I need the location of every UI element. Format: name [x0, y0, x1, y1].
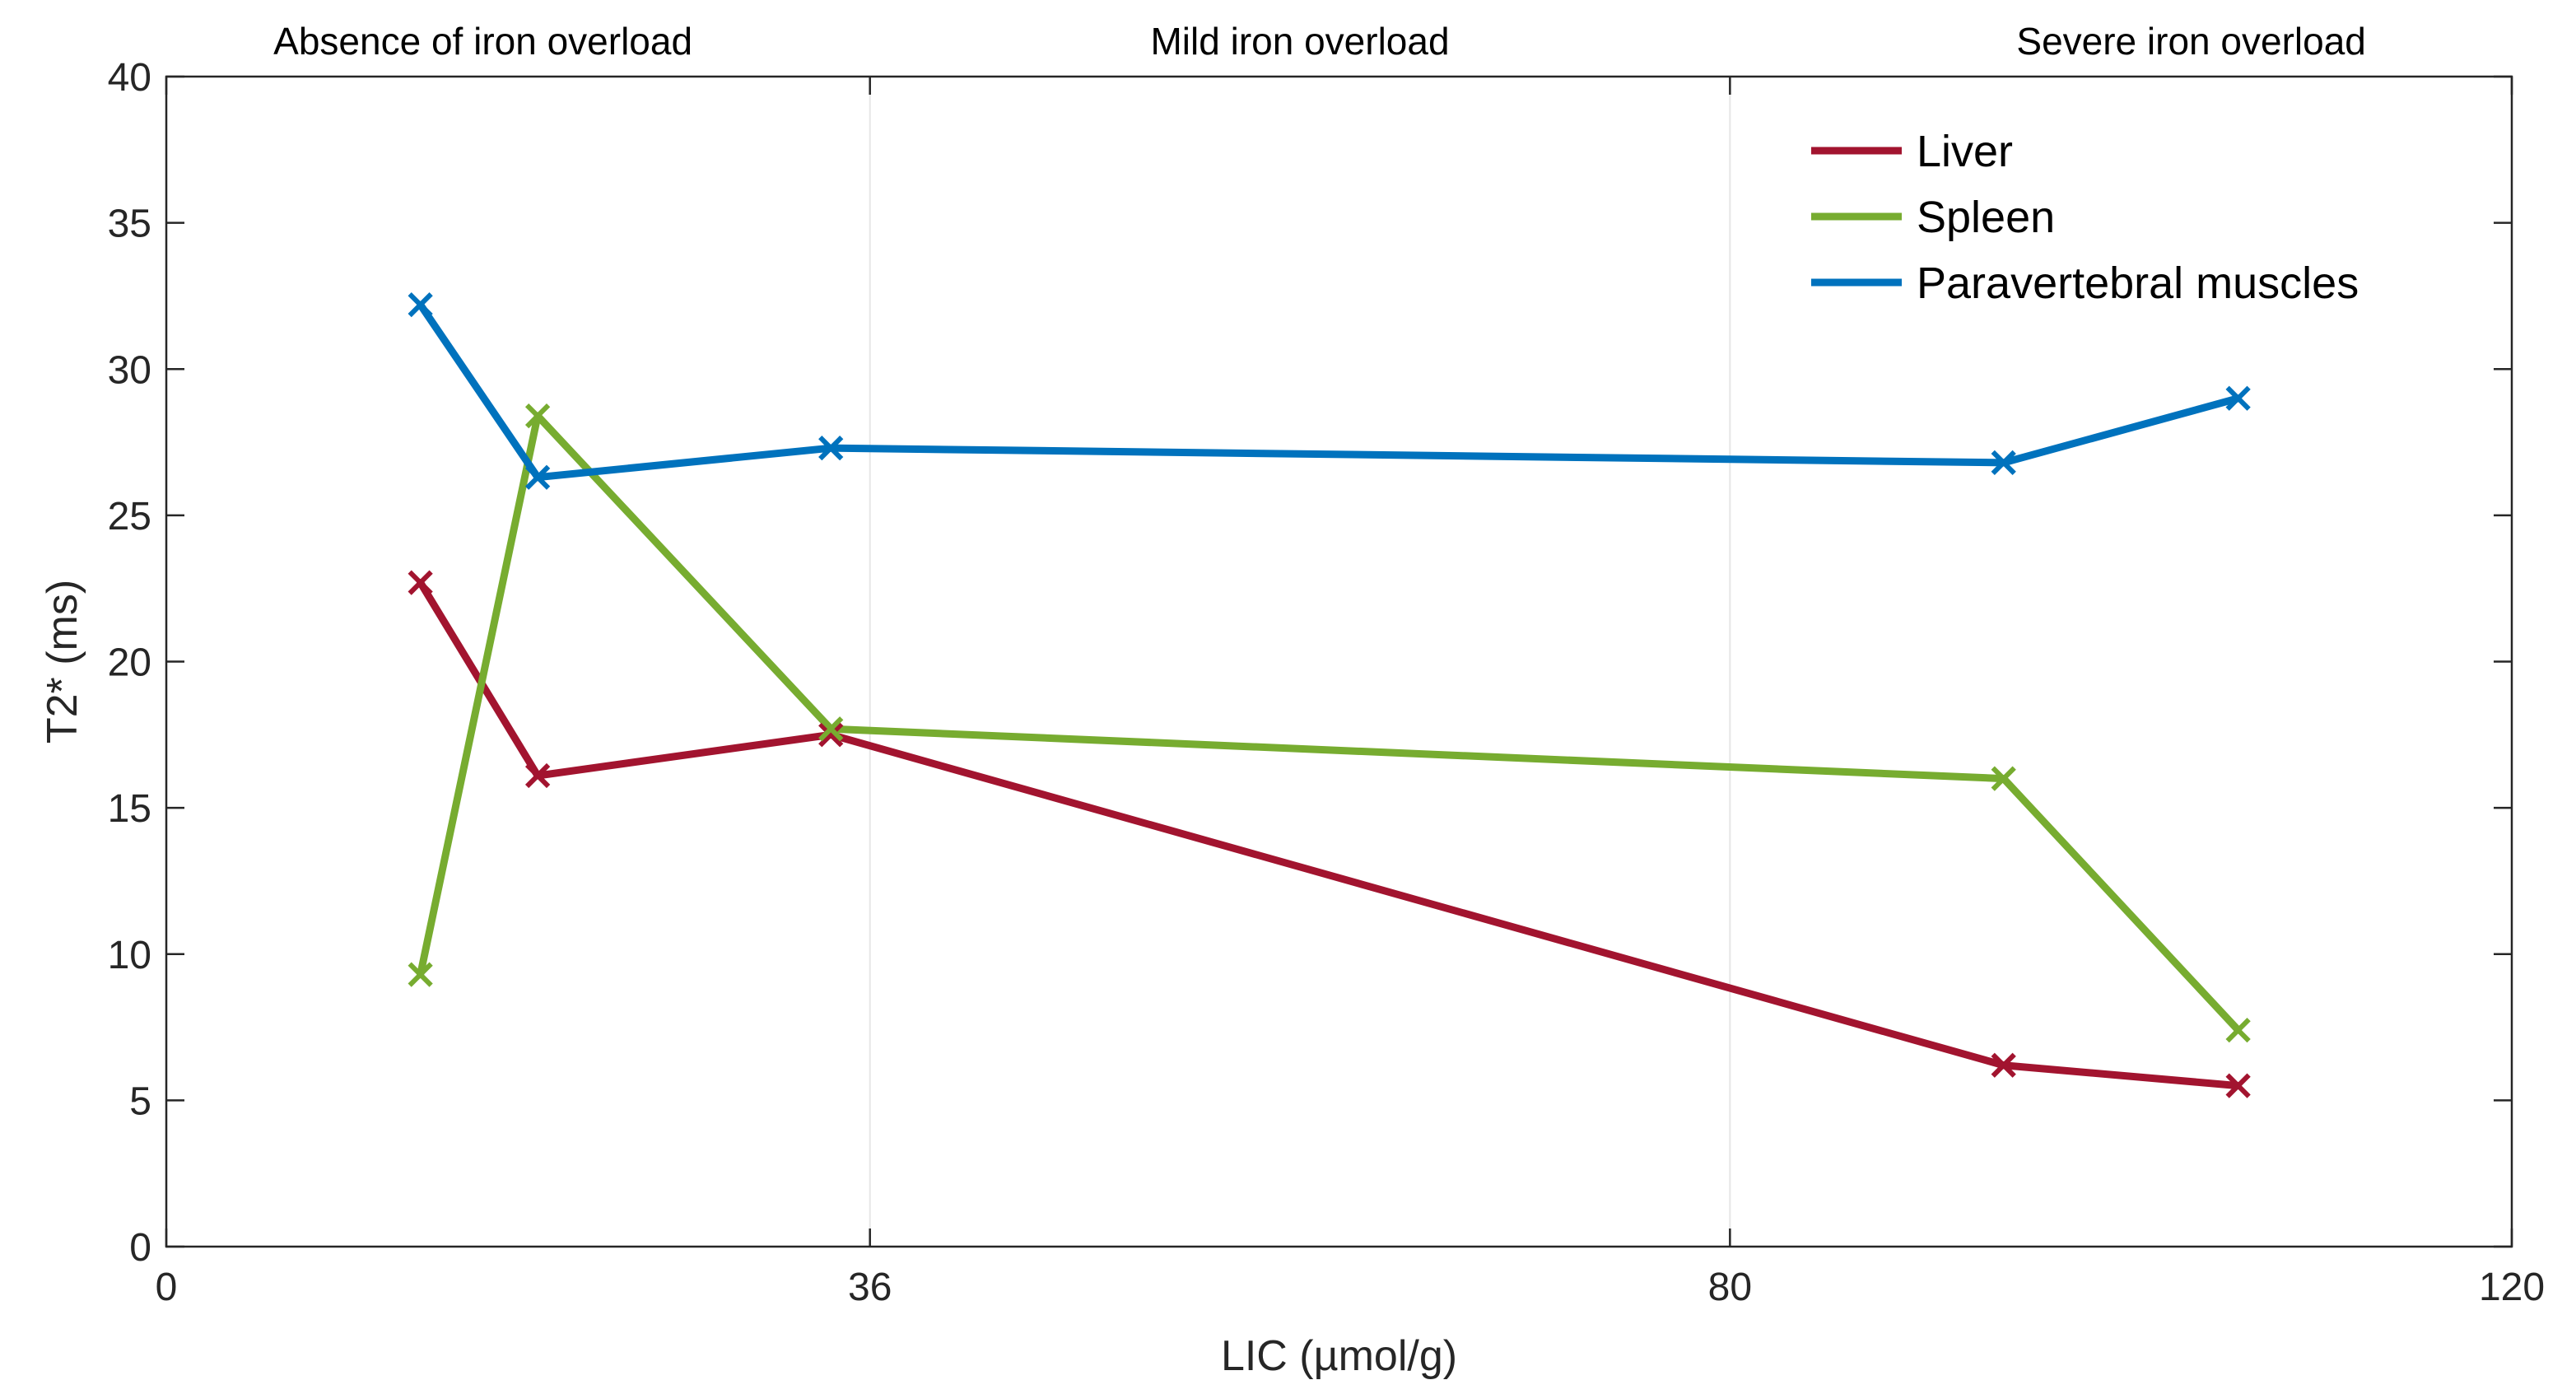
y-tick-label: 20: [108, 641, 151, 685]
marker-stroke: [818, 716, 844, 742]
y-tick-label: 15: [108, 787, 151, 831]
marker-stroke: [408, 291, 433, 318]
y-tick-label: 10: [108, 934, 151, 977]
data-point-liver: [1991, 1052, 2016, 1078]
data-point-paravertebral-muscles: [2225, 385, 2251, 411]
legend-label: Liver: [1917, 127, 2013, 176]
data-point-liver: [818, 722, 844, 748]
region-label: Severe iron overload: [2016, 20, 2365, 63]
marker-stroke: [1991, 1052, 2016, 1078]
region-labels: Absence of iron overload Mild iron overlo…: [273, 20, 2366, 63]
y-tick-label: 30: [108, 348, 151, 392]
marker-stroke: [818, 436, 844, 461]
legend: Liver Spleen Paravertebral muscles: [1811, 127, 2359, 308]
axes: [165, 75, 2513, 1248]
marker-stroke: [1991, 766, 2016, 791]
marker-stroke: [524, 464, 551, 490]
data-point-paravertebral-muscles: [818, 436, 844, 461]
data-point-liver: [408, 570, 433, 595]
region-label: Mild iron overload: [1150, 20, 1449, 63]
region-label: Absence of iron overload: [273, 20, 692, 63]
x-tick-label: 36: [848, 1266, 892, 1309]
marker-stroke: [818, 722, 844, 748]
x-axis-label: LIC (µmol/g): [1221, 1332, 1457, 1380]
y-axis-label: T2* (ms): [39, 580, 86, 744]
marker-stroke: [524, 403, 551, 429]
y-tick-label: 35: [108, 203, 151, 246]
marker-stroke: [408, 962, 433, 987]
y-tick-label: 5: [129, 1079, 151, 1123]
plot-frame: [165, 75, 2513, 1248]
data-point-liver: [2225, 1073, 2251, 1098]
legend-label: Spleen: [1917, 193, 2055, 242]
x-tick-label: 120: [2479, 1266, 2545, 1309]
grid: [869, 77, 1731, 1247]
marker-stroke: [2225, 1073, 2251, 1098]
y-tick-label: 40: [108, 56, 151, 100]
ticks: 0 5 10 15 20 25 30 35 40 0 36 80 120: [108, 56, 2545, 1309]
x-tick-label: 80: [1708, 1266, 1752, 1309]
data-point-spleen: [1991, 766, 2016, 791]
x-tick-label: 0: [156, 1266, 178, 1309]
marker-stroke: [2225, 1017, 2251, 1043]
marker-stroke: [408, 570, 433, 595]
data-point-paravertebral-muscles: [408, 291, 433, 318]
data-point-spleen: [408, 962, 433, 987]
marker-stroke: [2225, 385, 2251, 411]
marker-stroke: [1991, 450, 2016, 476]
series-line-paravertebral-muscles: [417, 301, 2243, 482]
data-point-spleen: [2225, 1017, 2251, 1043]
series-group: [408, 291, 2251, 1098]
data-point-paravertebral-muscles: [1991, 450, 2016, 476]
y-tick-label: 0: [129, 1226, 151, 1270]
legend-label: Paravertebral muscles: [1917, 259, 2359, 308]
y-tick-label: 25: [108, 495, 151, 538]
data-point-paravertebral-muscles: [524, 464, 551, 490]
series-line-spleen: [417, 412, 2243, 1034]
marker-stroke: [524, 762, 551, 789]
data-point-liver: [524, 762, 551, 789]
data-point-spleen: [818, 716, 844, 742]
data-point-spleen: [524, 403, 551, 429]
series-line-liver: [417, 579, 2243, 1090]
